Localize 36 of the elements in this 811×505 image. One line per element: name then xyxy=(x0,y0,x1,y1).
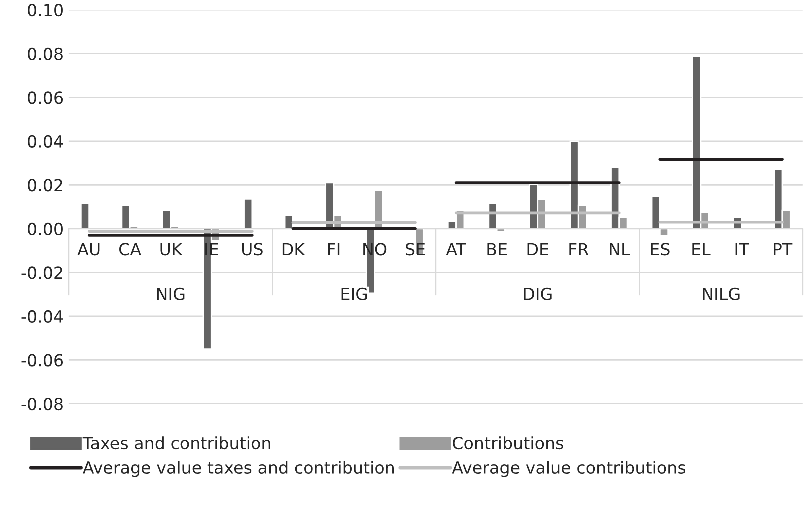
legend-label: Contributions xyxy=(453,436,564,450)
annotation: NIG xyxy=(157,288,185,300)
y-tick-label: -0.06 xyxy=(22,354,64,367)
x-tick-label: DE xyxy=(528,243,548,256)
x-tick-label: AU xyxy=(78,243,100,256)
y-tick-label: -0.04 xyxy=(22,310,64,324)
x-tick-label: DK xyxy=(282,243,306,256)
y-tick-label: 0.00 xyxy=(28,222,63,236)
x-tick-label: UK xyxy=(160,243,183,256)
legend-label: Average value taxes and contribution xyxy=(83,461,394,478)
x-tick-label: CA xyxy=(120,243,142,256)
y-tick-label: -0.08 xyxy=(22,398,63,411)
x-tick-label: FI xyxy=(328,243,340,256)
x-tick-label: NL xyxy=(610,243,630,256)
legend-label: Taxes and contribution xyxy=(82,436,270,450)
x-tick-label: IT xyxy=(736,243,750,256)
x-tick-label: US xyxy=(242,243,263,256)
y-tick-label: 0.06 xyxy=(28,92,64,104)
annotation: NILG xyxy=(703,288,740,300)
y-tick-label: 0.02 xyxy=(28,179,62,192)
x-tick-label: AT xyxy=(446,243,466,256)
x-tick-label: BE xyxy=(488,243,507,256)
y-tick-label: 0.04 xyxy=(28,135,64,148)
x-tick-label: FR xyxy=(570,243,589,256)
legend-label: Average value contributions xyxy=(452,461,686,478)
y-tick-label: 0.10 xyxy=(28,4,63,17)
annotation: EIG xyxy=(342,288,368,300)
bar xyxy=(244,198,254,230)
x-tick-label: ES xyxy=(651,243,670,256)
annotation: DIG xyxy=(524,288,552,300)
x-tick-label: EL xyxy=(692,243,711,256)
y-tick-label: 0.08 xyxy=(28,48,63,60)
x-tick-label: SE xyxy=(406,243,426,256)
bar xyxy=(80,202,90,230)
x-tick-label: PT xyxy=(774,243,793,256)
y-tick-label: -0.02 xyxy=(22,266,62,280)
